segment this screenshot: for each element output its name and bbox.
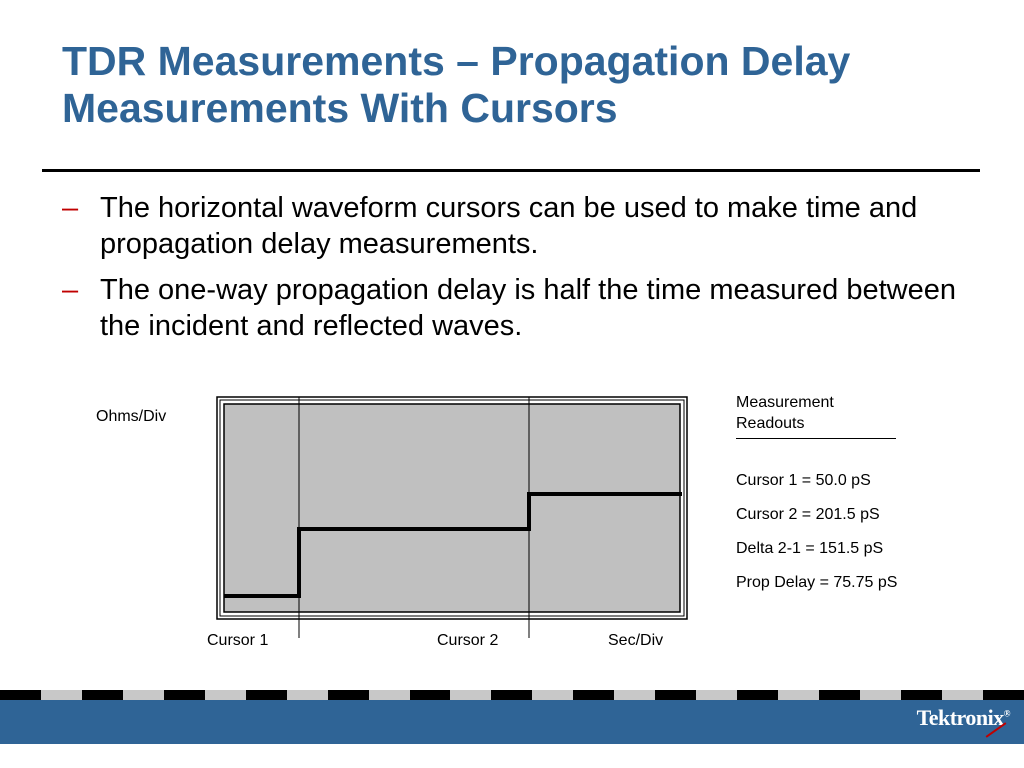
readout-cursor-2: Cursor 2 = 201.5 pS	[736, 506, 880, 523]
checker-block	[286, 690, 328, 700]
title-divider	[42, 169, 980, 172]
checker-block	[204, 690, 246, 700]
bullet-text-2: The one-way propagation delay is half th…	[100, 274, 957, 342]
bullet-dash-1: –	[62, 192, 79, 224]
checker-block	[900, 690, 942, 700]
checker-block	[982, 690, 1024, 700]
checker-block	[122, 690, 164, 700]
checker-block	[941, 690, 983, 700]
checker-block	[491, 690, 533, 700]
checker-block	[40, 690, 82, 700]
checker-block	[245, 690, 287, 700]
slide-title-line-1: TDR Measurements – Propagation Delay	[62, 38, 851, 84]
checker-block	[778, 690, 820, 700]
readouts-heading: Measurement Readouts	[736, 392, 956, 434]
checker-block	[819, 690, 861, 700]
bullet-item-1: – The horizontal waveform cursors can be…	[62, 190, 962, 262]
slide-title: TDR Measurements – Propagation Delay Mea…	[62, 38, 1002, 132]
readout-prop-delay: Prop Delay = 75.75 pS	[736, 574, 898, 591]
checker-block	[696, 690, 738, 700]
checker-block	[655, 690, 697, 700]
y-axis-label: Ohms/Div	[96, 408, 167, 425]
footer-bar: Tektronix®	[0, 700, 1024, 744]
readouts-heading-line-2: Readouts	[736, 415, 805, 432]
checker-block	[573, 690, 615, 700]
bullet-list: – The horizontal waveform cursors can be…	[62, 190, 962, 354]
readout-cursor-1: Cursor 1 = 50.0 pS	[736, 472, 871, 489]
readouts-heading-line-1: Measurement	[736, 394, 834, 411]
checker-block	[81, 690, 123, 700]
cursor-1-label: Cursor 1	[207, 632, 269, 649]
logo-text: Tektronix	[916, 705, 1005, 730]
tdr-waveform	[224, 492, 682, 598]
readouts-divider	[736, 438, 896, 439]
checker-block	[368, 690, 410, 700]
checker-block	[532, 690, 574, 700]
slide-title-line-2: Measurements With Cursors	[62, 85, 618, 131]
bullet-item-2: – The one-way propagation delay is half …	[62, 272, 962, 344]
cursor-2-label: Cursor 2	[437, 632, 499, 649]
checker-block	[737, 690, 779, 700]
bullet-dash-2: –	[62, 274, 79, 306]
checker-block	[450, 690, 492, 700]
checker-block	[327, 690, 369, 700]
logo-registered-mark: ®	[1003, 708, 1011, 719]
checker-block	[0, 690, 41, 700]
screen-graticule	[223, 403, 681, 613]
checker-block	[860, 690, 901, 700]
readout-delta: Delta 2-1 = 151.5 pS	[736, 540, 884, 557]
bullet-text-1: The horizontal waveform cursors can be u…	[100, 192, 918, 260]
footer-checker-strip	[0, 690, 1024, 700]
checker-block	[163, 690, 205, 700]
checker-block	[614, 690, 656, 700]
x-axis-label: Sec/Div	[608, 632, 664, 649]
tektronix-logo: Tektronix®	[916, 705, 1011, 731]
measurement-readouts: Measurement Readouts Cursor 1 = 50.0 pS …	[736, 392, 956, 607]
checker-block	[409, 690, 451, 700]
